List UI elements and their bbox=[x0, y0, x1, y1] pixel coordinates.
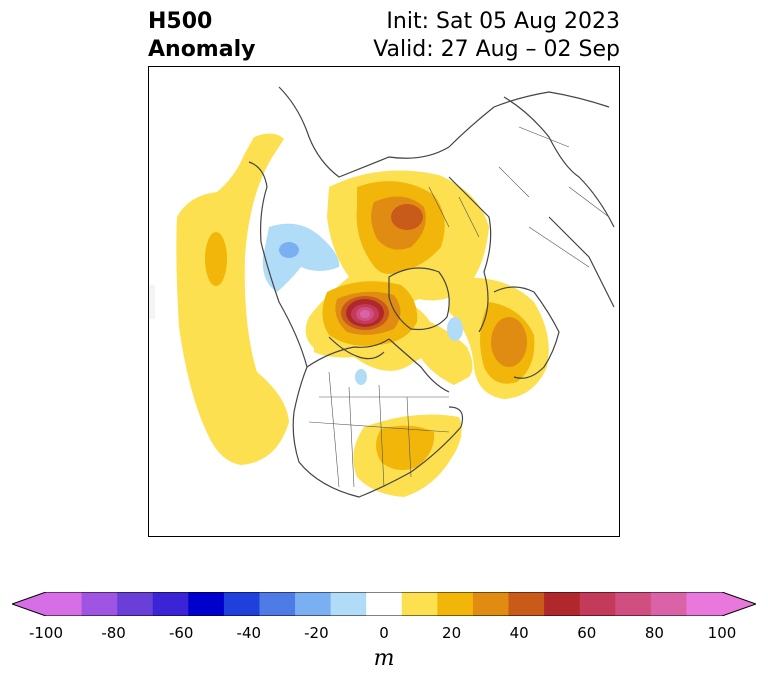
colorbar-under-arrow bbox=[12, 592, 46, 616]
colorbar-tick-label: 0 bbox=[379, 624, 389, 642]
colorbar-segment bbox=[81, 592, 118, 616]
colorbar-segment bbox=[686, 592, 723, 616]
colorbar-tick-label: 40 bbox=[509, 624, 529, 642]
political-borders bbox=[308, 126, 610, 488]
chart-title-left: H500 Anomaly bbox=[148, 8, 255, 64]
colorbar-segment bbox=[152, 592, 189, 616]
anomaly-fill-neg-20-30 bbox=[279, 242, 299, 258]
colorbar-segment bbox=[295, 592, 332, 616]
title-variable: H500 bbox=[148, 9, 213, 34]
colorbar-tick-label: 100 bbox=[707, 624, 737, 642]
colorbar-segment bbox=[117, 592, 154, 616]
colorbar-segment bbox=[259, 592, 296, 616]
colorbar-tick-label: -100 bbox=[28, 624, 64, 642]
colorbar-segment bbox=[508, 592, 545, 616]
colorbar-tick-label: 20 bbox=[442, 624, 462, 642]
anomaly-fill-80-90 bbox=[360, 310, 370, 318]
colorbar-ticks: -100 -80 -60 -40 -20 0 20 40 60 80 100 bbox=[0, 624, 768, 644]
colorbar-segment bbox=[401, 592, 438, 616]
colorbar-segment bbox=[544, 592, 581, 616]
colorbar-tick-label: -80 bbox=[101, 624, 126, 642]
map-canvas bbox=[149, 86, 615, 498]
colorbar-tick-label: -40 bbox=[236, 624, 262, 642]
colorbar-tick-label: -20 bbox=[304, 624, 329, 642]
colorbar-segment bbox=[366, 592, 403, 616]
colorbar-segment bbox=[472, 592, 510, 616]
title-field: Anomaly bbox=[148, 37, 256, 62]
colorbar-over-arrow bbox=[722, 592, 756, 616]
colorbar-tick-label: 80 bbox=[644, 624, 664, 642]
colorbar-tick-label: -60 bbox=[168, 624, 194, 642]
colorbar-segment bbox=[223, 592, 260, 616]
colorbar-unit-label: m bbox=[373, 646, 395, 671]
valid-period: Valid: 27 Aug – 02 Sep bbox=[373, 37, 620, 62]
anomaly-fill-neg-10-20 bbox=[262, 223, 463, 385]
coastlines bbox=[248, 86, 615, 498]
colorbar-segment bbox=[650, 592, 687, 616]
chart-title-right: Init: Sat 05 Aug 2023 Valid: 27 Aug – 02… bbox=[373, 8, 620, 64]
colorbar-segment bbox=[615, 592, 652, 616]
colorbar-segment bbox=[330, 592, 367, 616]
colorbar-tick-label: 60 bbox=[577, 624, 597, 642]
colorbar-segment bbox=[46, 592, 83, 616]
colorbar-segment bbox=[188, 592, 225, 616]
colorbar-segment bbox=[579, 592, 616, 616]
colorbar-segment bbox=[437, 592, 474, 616]
colorbar bbox=[12, 592, 756, 616]
init-time: Init: Sat 05 Aug 2023 bbox=[386, 9, 620, 34]
anomaly-map bbox=[148, 66, 620, 537]
